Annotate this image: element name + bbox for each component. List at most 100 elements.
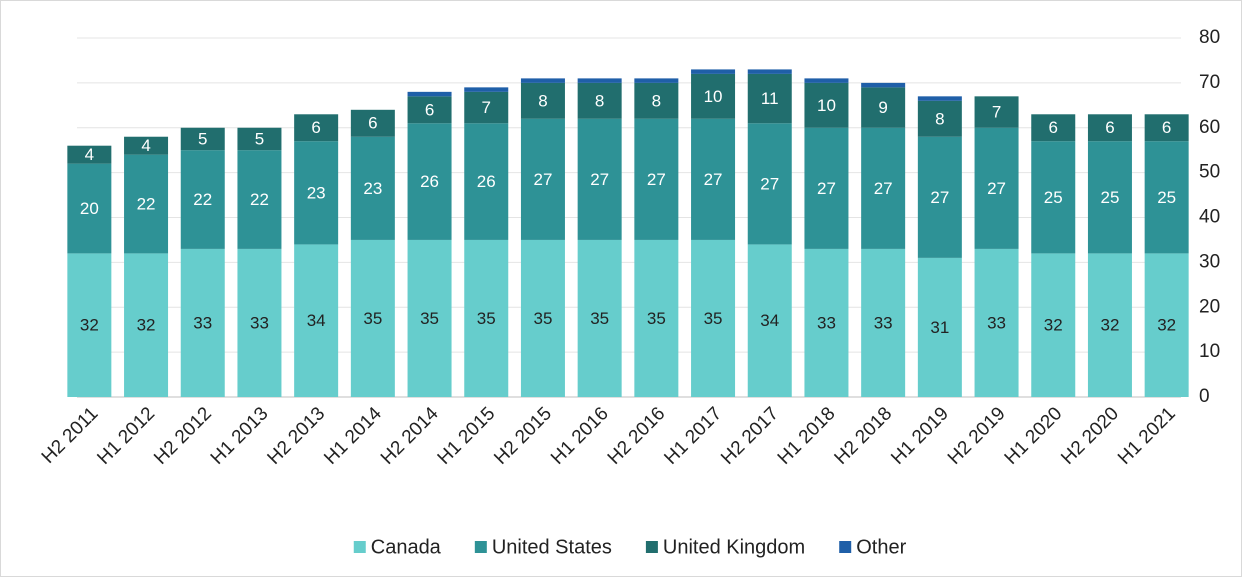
y-tick-label: 50	[1199, 162, 1220, 183]
bar-segment	[180, 248, 225, 397]
legend-marker	[353, 541, 366, 553]
bar-segment	[577, 78, 622, 83]
bar-segment	[407, 91, 452, 97]
data-label: 27	[817, 179, 836, 198]
bar-segment	[520, 239, 565, 397]
legend-label: Canada	[371, 536, 442, 558]
data-label: 7	[992, 103, 1001, 122]
bar-segment	[124, 253, 169, 397]
bar-segment	[350, 239, 395, 397]
data-label: 27	[987, 179, 1006, 198]
bar-segment	[634, 78, 679, 83]
data-label: 20	[80, 199, 99, 218]
bar-segment	[634, 118, 679, 240]
data-label: 22	[250, 190, 269, 209]
data-label: 27	[533, 170, 552, 189]
data-label: 27	[874, 179, 893, 198]
data-label: 32	[1100, 316, 1119, 335]
bar-segment	[747, 123, 792, 245]
data-label: 26	[420, 172, 439, 191]
y-tick-label: 10	[1199, 341, 1220, 362]
data-label: 10	[817, 96, 836, 115]
data-label: 31	[930, 318, 949, 337]
bar-segment	[747, 69, 792, 74]
data-label: 35	[704, 309, 723, 328]
y-tick-label: 80	[1199, 27, 1220, 48]
bar-segment	[464, 239, 509, 397]
data-label: 11	[761, 89, 779, 108]
y-tick-label: 70	[1199, 72, 1220, 93]
data-label: 34	[760, 311, 779, 330]
data-label: 8	[935, 109, 944, 128]
bar-segment	[917, 100, 962, 137]
data-label: 26	[477, 172, 496, 191]
bar-segment	[691, 118, 736, 240]
legend-marker	[839, 541, 852, 553]
bar-segment	[1087, 253, 1132, 397]
y-tick-label: 30	[1199, 251, 1220, 272]
bar-segment	[350, 136, 395, 240]
bar-segment	[180, 127, 225, 151]
data-label: 8	[595, 91, 604, 110]
bar-segment	[407, 239, 452, 397]
bar-segment	[917, 96, 962, 101]
bar-segment	[1031, 141, 1076, 254]
bar-segment	[464, 123, 509, 240]
legend-marker	[645, 541, 658, 553]
bar-segment	[1144, 253, 1189, 397]
bar-segment	[974, 127, 1019, 249]
bar-segment	[180, 150, 225, 249]
data-label: 6	[1105, 118, 1114, 137]
data-label: 34	[307, 311, 326, 330]
data-label: 23	[363, 179, 382, 198]
bar-segment	[974, 248, 1019, 397]
data-label: 27	[590, 170, 609, 189]
legend-label: Other	[856, 536, 906, 558]
bar-segment	[577, 239, 622, 397]
bar-segment	[294, 141, 339, 245]
bar-segment	[634, 239, 679, 397]
data-label: 5	[255, 129, 264, 148]
data-label: 32	[1044, 316, 1063, 335]
data-label: 33	[874, 313, 893, 332]
bar-segment	[691, 73, 736, 119]
bar-segment	[294, 114, 339, 142]
bar-segment	[691, 239, 736, 397]
data-label: 5	[198, 129, 207, 148]
bar-segment	[237, 127, 282, 151]
data-label: 32	[137, 316, 156, 335]
bar-segment	[1031, 114, 1076, 142]
bar-segment	[520, 82, 565, 119]
bar-segment	[1144, 141, 1189, 254]
data-label: 4	[85, 145, 94, 164]
y-tick-label: 60	[1199, 117, 1220, 138]
data-label: 33	[817, 313, 836, 332]
data-label: 9	[878, 98, 887, 117]
legend: Canada United States United Kingdom Other	[353, 536, 907, 558]
bar-segment	[804, 248, 849, 397]
bar-segment	[861, 248, 906, 397]
bar-segment	[520, 118, 565, 240]
data-label: 22	[193, 190, 212, 209]
bar-segment	[407, 123, 452, 240]
bar-segment	[974, 96, 1019, 128]
data-label: 8	[538, 91, 547, 110]
bar-segment	[917, 257, 962, 397]
data-label: 33	[987, 313, 1006, 332]
data-label: 4	[141, 136, 150, 155]
bar-segment	[1087, 141, 1132, 254]
data-label: 32	[1157, 316, 1176, 335]
data-label: 27	[930, 188, 949, 207]
bar-segment	[861, 127, 906, 249]
bar-segment	[237, 150, 282, 249]
bar-segment	[1087, 114, 1132, 142]
bar-segment	[691, 69, 736, 74]
bar-segment	[237, 248, 282, 397]
data-label: 35	[647, 309, 666, 328]
bar-segment	[861, 87, 906, 128]
data-label: 6	[425, 100, 434, 119]
data-label: 6	[1162, 118, 1171, 137]
bar-segment	[1144, 114, 1189, 142]
bar-segment	[747, 244, 792, 397]
